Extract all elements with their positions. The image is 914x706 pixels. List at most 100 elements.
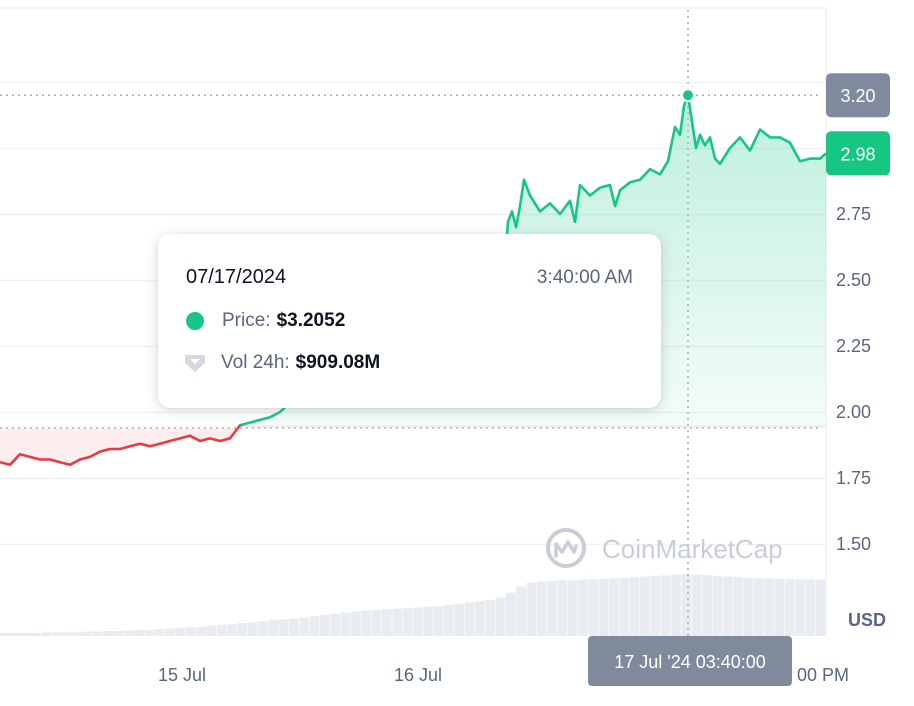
coinmarketcap-logo-icon <box>546 528 586 568</box>
y-tick-label: 1.75 <box>836 468 871 488</box>
volume-bar <box>650 575 661 636</box>
volume-bar <box>413 607 423 636</box>
current-price-text: 2.98 <box>840 144 875 164</box>
volume-bar <box>216 624 227 636</box>
volume-bar <box>10 632 21 636</box>
volume-bar <box>299 617 310 636</box>
volume-bar <box>743 577 754 636</box>
tooltip-price-row: Price: $3.2052 <box>186 310 633 332</box>
price-lines <box>0 93 826 467</box>
volume-bar <box>588 578 599 636</box>
tooltip-price-label: Price: <box>222 310 271 331</box>
volume-bar <box>41 632 52 636</box>
price-line-up <box>238 93 826 425</box>
volume-shield-icon <box>185 355 205 372</box>
volume-bar <box>443 605 454 636</box>
y-tick-label: 2.00 <box>836 402 871 422</box>
y-tick-label: 1.50 <box>836 534 871 554</box>
volume-bar <box>536 581 547 636</box>
crosshair-time-badge: 17 Jul '24 03:40:00 <box>588 636 792 686</box>
volume-bar <box>30 632 41 636</box>
volume-bar <box>805 579 816 636</box>
volume-bar <box>547 580 557 636</box>
volume-bar <box>733 577 743 636</box>
y-axis: 1.50 1.75 2.00 2.25 2.50 2.75 USD <box>836 204 886 630</box>
price-line-down <box>0 425 246 467</box>
volume-bar <box>0 632 10 636</box>
tooltip-volume-label: Vol 24h: <box>221 352 290 373</box>
volume-bar <box>258 621 268 636</box>
current-price-badge: 2.98 <box>826 131 890 176</box>
x-tick-label: 15 Jul <box>158 665 206 685</box>
tooltip-time: 3:40:00 AM <box>536 266 633 288</box>
volume-bar <box>629 577 640 636</box>
volume-bar <box>309 616 320 636</box>
volume-bar <box>175 627 186 636</box>
volume-bar <box>320 614 330 636</box>
axis-unit-label: USD <box>848 610 886 630</box>
volume-bar <box>134 629 144 636</box>
crosshair-time-text: 17 Jul '24 03:40:00 <box>614 652 766 672</box>
volume-bar <box>640 576 650 636</box>
volume-bar <box>165 628 175 636</box>
volume-bar <box>619 577 630 636</box>
volume-bar <box>61 632 72 636</box>
volume-bar <box>681 574 692 636</box>
volume-bar <box>691 574 702 636</box>
x-tick-label: 16 Jul <box>394 665 442 685</box>
x-tick-label-partial: 00 PM <box>797 665 849 685</box>
tooltip-header: 07/17/2024 3:40:00 AM <box>186 266 633 289</box>
volume-bar <box>247 622 258 636</box>
volume-bar <box>340 612 351 636</box>
axis-badges: 3.20 2.98 17 Jul '24 03:40:00 <box>588 73 890 686</box>
volume-bar <box>196 626 206 636</box>
guide-lines <box>0 10 822 636</box>
crosshair-point <box>681 88 695 103</box>
volume-bar <box>578 579 588 636</box>
volume-bar <box>474 601 485 636</box>
price-tooltip: 07/17/2024 3:40:00 AM Price: $3.2052 Vol… <box>158 234 661 408</box>
volume-bar <box>764 578 774 636</box>
volume-bar <box>72 632 82 636</box>
volume-bar <box>464 602 475 636</box>
volume-bar <box>154 629 165 636</box>
watermark: CoinMarketCap <box>546 528 783 568</box>
volume-bar <box>278 619 289 636</box>
watermark-text: CoinMarketCap <box>602 534 783 564</box>
volume-bar <box>237 622 248 636</box>
volume-bar <box>609 578 619 636</box>
y-tick-label: 2.25 <box>836 336 871 356</box>
volume-bar <box>795 579 805 636</box>
volume-bar <box>361 610 372 636</box>
volume-bar <box>185 627 196 636</box>
volume-bar <box>227 624 237 636</box>
price-dot-icon <box>186 312 204 330</box>
volume-bar <box>382 609 392 636</box>
tooltip-volume-row: Vol 24h: $909.08M <box>185 352 633 374</box>
volume-bar <box>82 631 93 636</box>
y-tick-label: 2.75 <box>836 204 871 224</box>
volume-bar <box>351 611 361 636</box>
y-tick-label: 2.50 <box>836 270 871 290</box>
tooltip-date: 07/17/2024 <box>186 266 287 288</box>
volume-bar <box>712 575 723 636</box>
volume-bar <box>722 576 733 636</box>
volume-bars <box>0 574 826 636</box>
volume-bar <box>330 613 341 636</box>
volume-bar <box>526 582 537 636</box>
volume-bar <box>505 592 516 636</box>
volume-bar <box>123 630 134 636</box>
volume-bar <box>784 578 795 636</box>
area-down <box>0 425 826 465</box>
crosshair-price-text: 3.20 <box>840 86 875 106</box>
volume-bar <box>815 579 826 636</box>
volume-bar <box>598 578 609 636</box>
volume-bar <box>51 632 62 636</box>
volume-bar <box>567 580 578 636</box>
volume-bar <box>113 631 124 636</box>
volume-bar <box>371 609 382 636</box>
volume-bar <box>557 580 568 636</box>
volume-bar <box>671 574 681 636</box>
volume-bar <box>433 606 444 636</box>
tooltip-volume-value: $909.08M <box>295 352 381 373</box>
